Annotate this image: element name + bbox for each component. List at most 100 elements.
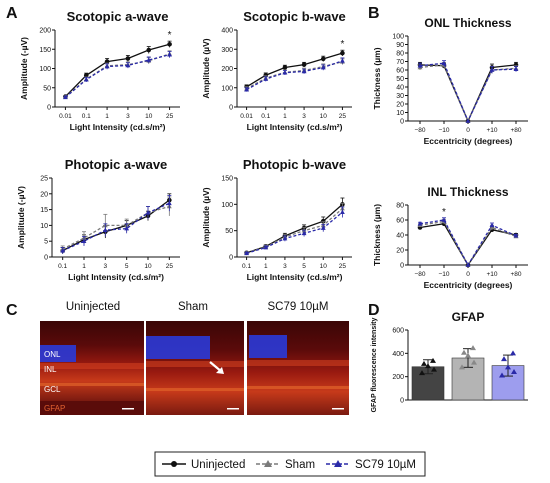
data-point [102,227,108,232]
chart-title: GFAP [452,310,485,324]
data-point [282,65,288,70]
data-point [320,56,326,62]
scale-bar-3 [332,408,344,410]
x-tick-label: +80 [510,127,521,134]
y-axis-label: Amplitude (µV) [201,187,211,247]
data-point [465,262,471,267]
x-tick-label: +80 [510,271,521,278]
x-axis-label: Light Intensity (cd.s/m²) [247,122,343,132]
data-point [417,221,423,226]
y-tick-label: 200 [221,66,233,73]
data-point [145,210,151,215]
micrograph-title-sham: Sham [178,301,208,313]
x-axis-label: Eccentricity (degrees) [424,136,513,146]
data-point [146,47,152,53]
data-point [340,209,345,215]
data-point [501,356,507,362]
y-tick-label: 50 [396,76,404,83]
x-tick-label: 10 [320,113,328,120]
series-line [419,219,517,267]
legend-item-uninjected: Uninjected [162,459,245,471]
micrograph-panel: Uninjected Sham SC79 10µM ONL INL GCL GF… [40,301,349,415]
x-tick-label: 25 [166,113,174,120]
data-point [167,52,172,57]
series-line [64,54,170,98]
data-point [511,369,517,374]
y-tick-label: 100 [221,202,233,209]
data-point [431,366,437,372]
micrograph-title-sc79: SC79 10µM [268,301,329,313]
data-point [60,248,66,253]
micrograph-uninjected: ONL INL GCL GFAP [40,321,144,412]
chart-title: INL Thickness [427,185,508,199]
x-tick-label: 0.1 [242,263,251,270]
x-axis-label: Eccentricity (degrees) [424,280,513,290]
x-tick-label: 10 [145,113,153,120]
y-axis-label: Thickness (µm) [372,47,382,109]
x-tick-label: 0 [466,127,470,134]
chart-scotopic-b-wave: Scotopic b-wave 0 100 200 300 400 Amplitude (µ… [201,9,352,132]
x-tick-label: +10 [486,271,497,278]
data-point [340,58,345,63]
bar [411,366,445,401]
y-tick-label: 0 [400,119,404,126]
data-point [83,77,89,82]
data-point [441,60,447,65]
data-point [465,352,471,358]
data-point [505,364,511,370]
y-tick-label: 10 [396,110,404,117]
data-point [430,357,436,363]
series-line [246,52,343,88]
legend-item-sc79: SC79 10µM [326,459,416,471]
y-tick-label: 200 [39,28,51,35]
y-tick-label: 150 [39,47,51,54]
scale-bar-1 [122,408,134,410]
y-axis-label: Amplitude (-µV) [16,186,26,249]
legend-item-sham: Sham [256,459,315,471]
series-line [419,64,517,123]
panel-label-a: A [6,5,18,22]
y-tick-label: 70 [396,59,404,66]
y-tick-label: 400 [392,351,404,358]
y-tick-label: 200 [392,374,404,381]
x-tick-label: 0.1 [82,113,91,120]
data-point [461,349,467,355]
series-line [246,60,343,91]
layer-label-gcl: GCL [44,385,61,394]
chart-inl-thickness: INL Thickness 0 20 40 60 80 Thickness (µm) −80 −… [372,185,528,290]
y-tick-label: 400 [221,28,233,35]
data-point [320,225,326,230]
x-tick-label: −80 [414,271,425,278]
y-tick-label: 20 [40,191,48,198]
x-tick-label: 3 [302,113,306,120]
x-tick-label: 1 [82,263,86,270]
x-tick-label: 0.1 [261,113,270,120]
data-point [124,225,130,231]
series-line [62,202,170,252]
significance-marker: * [442,207,446,218]
layer-label-inl: INL [44,365,57,374]
x-tick-label: 0 [466,271,470,278]
series-line [62,205,170,250]
micrograph-sham [146,321,244,415]
x-tick-label: 1 [283,113,287,120]
x-tick-label: 3 [126,113,130,120]
y-tick-label: 80 [396,51,404,58]
series-line [246,211,343,254]
data-point [459,364,465,370]
data-point [301,230,307,236]
series-line [64,43,170,98]
significance-marker: * [340,39,344,50]
scale-bar-2 [227,408,239,410]
x-tick-label: −80 [414,127,425,134]
y-tick-label: 0 [400,263,404,270]
x-tick-label: 25 [339,263,347,270]
chart-photopic-b-wave: Photopic b-wave 0 50 100 150 Amplitude (µV) 0.… [201,157,352,282]
y-tick-label: 80 [396,203,404,210]
data-point [244,87,249,92]
series-line [419,220,517,267]
chart-title: Scotopic a-wave [67,9,169,24]
y-axis-label: Thickness (µm) [372,204,382,266]
data-point [104,63,110,69]
